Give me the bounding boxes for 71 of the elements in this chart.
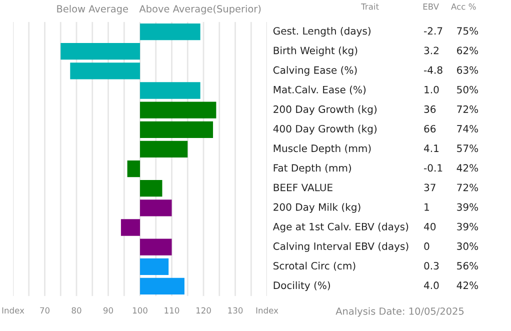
data-label: 1 (424, 203, 429, 211)
category-label: 200 Day Growth (kg) (274, 105, 376, 115)
bar (120, 219, 140, 236)
category-label: Age at 1st Calv. EBV (days) (272, 222, 408, 232)
data-label: -2.7 (424, 27, 442, 35)
category-label: Docility (%) (274, 281, 330, 292)
bar (127, 160, 140, 178)
category-label: Gest. Length (days) (273, 26, 370, 37)
text: Below Average (57, 4, 128, 14)
text: Analysis Date: 10/05/2025 (336, 307, 464, 317)
bar (140, 180, 162, 197)
data-label: 36 (424, 105, 436, 113)
data-label: 74% (457, 124, 478, 133)
data-label: 0.3 (424, 262, 439, 270)
data-label: 66 (424, 124, 436, 133)
category-label: Fat Depth (mm) (274, 164, 351, 174)
category-label: Muscle Depth (mm) (274, 144, 371, 154)
x-tick-label: 110 (164, 307, 180, 314)
data-label: 30% (457, 242, 478, 250)
bar (60, 43, 140, 60)
category-label: Scrotal Circ (cm) (274, 262, 356, 271)
data-label: 56% (457, 262, 478, 270)
x-tick-label: 100 (132, 307, 148, 314)
category-label: 400 Day Growth (kg) (273, 124, 376, 134)
x-tick-label: 90 (103, 307, 113, 314)
data-label: -0.1 (424, 164, 442, 172)
data-label: 57% (457, 144, 478, 152)
data-label: 72% (457, 105, 478, 113)
x-tick-label: 130 (228, 307, 243, 314)
bar (140, 121, 214, 138)
data-label: 3.2 (424, 46, 438, 54)
category-label: Mat.Calv. Ease (%) (274, 86, 366, 95)
x-tick-label: 120 (196, 307, 211, 314)
text: EBV (423, 4, 439, 10)
category-label: BEEF VALUE (274, 184, 332, 192)
category-label: Birth Weight (kg) (274, 46, 358, 56)
data-label: 63% (457, 66, 478, 74)
text: Acc % (451, 3, 476, 10)
x-tick-label: Index (2, 307, 24, 314)
data-label: 50% (457, 86, 478, 94)
data-label: 39% (457, 203, 478, 211)
text: Trait (361, 3, 379, 10)
data-label: -4.8 (424, 66, 442, 74)
data-label: 4.0 (424, 282, 439, 290)
category-label: Calving Ease (%) (273, 66, 357, 76)
data-label: 62% (457, 46, 478, 54)
text: Above Average(Superior) (139, 4, 261, 14)
data-label: 37 (424, 184, 436, 192)
bar (140, 102, 216, 118)
bar (140, 200, 172, 216)
data-label: 75% (457, 27, 478, 35)
data-label: 42% (456, 282, 478, 290)
x-tick-label: 70 (40, 307, 50, 314)
data-label: 4.1 (424, 144, 438, 152)
bar (140, 278, 184, 295)
x-tick-label: Index (256, 307, 278, 314)
bar (140, 258, 169, 275)
data-label: 0 (424, 242, 430, 250)
bar (140, 238, 172, 256)
x-tick-label: 80 (72, 307, 82, 314)
data-label: 39% (457, 222, 478, 230)
bar (140, 140, 188, 158)
bar (140, 82, 200, 99)
data-label: 42% (456, 164, 478, 172)
data-label: 40 (424, 222, 436, 230)
data-label: 72% (457, 184, 478, 192)
data-label: 1.0 (424, 86, 439, 94)
category-label: 200 Day Milk (kg) (274, 203, 360, 213)
bar (70, 62, 140, 80)
category-label: Calving Interval EBV (days) (273, 242, 408, 252)
bar (140, 23, 200, 40)
